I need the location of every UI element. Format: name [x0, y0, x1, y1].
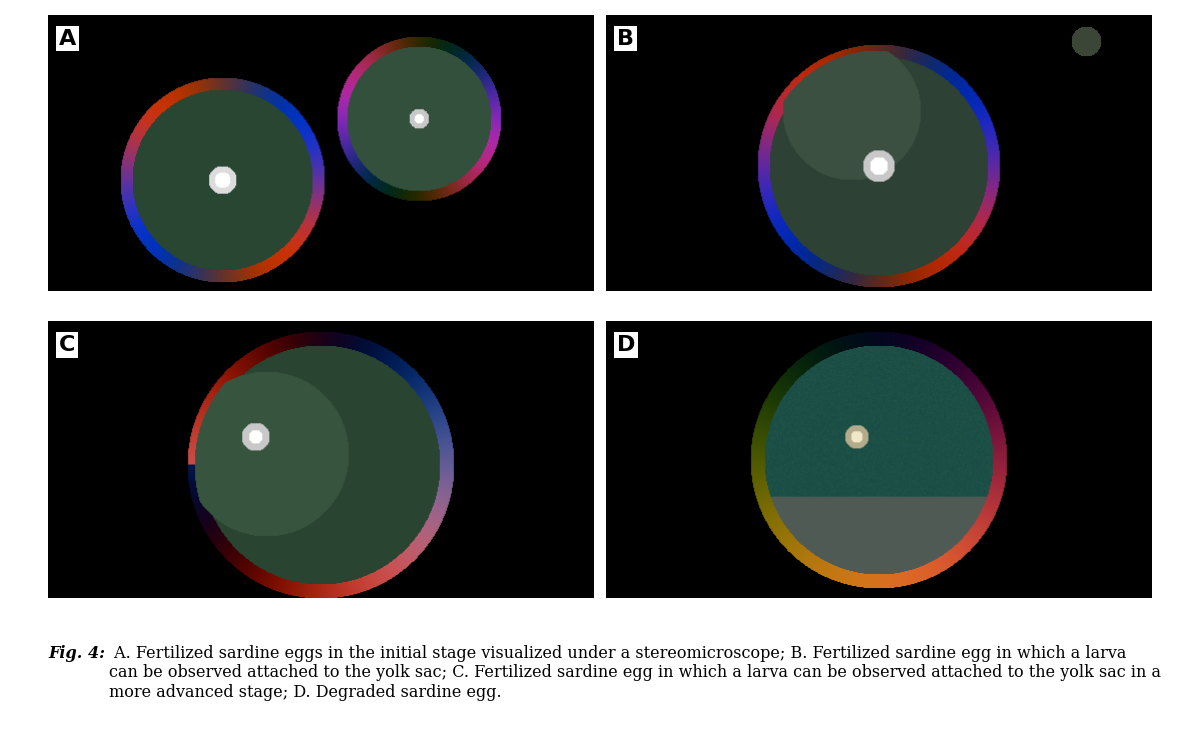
Text: C: C	[59, 335, 76, 355]
Text: B: B	[617, 29, 634, 49]
Text: Fig. 4:: Fig. 4:	[48, 645, 106, 662]
Text: D: D	[617, 335, 635, 355]
Text: A. Fertilized sardine eggs in the initial stage visualized under a stereomicrosc: A. Fertilized sardine eggs in the initia…	[109, 645, 1162, 701]
Text: A: A	[59, 29, 76, 49]
